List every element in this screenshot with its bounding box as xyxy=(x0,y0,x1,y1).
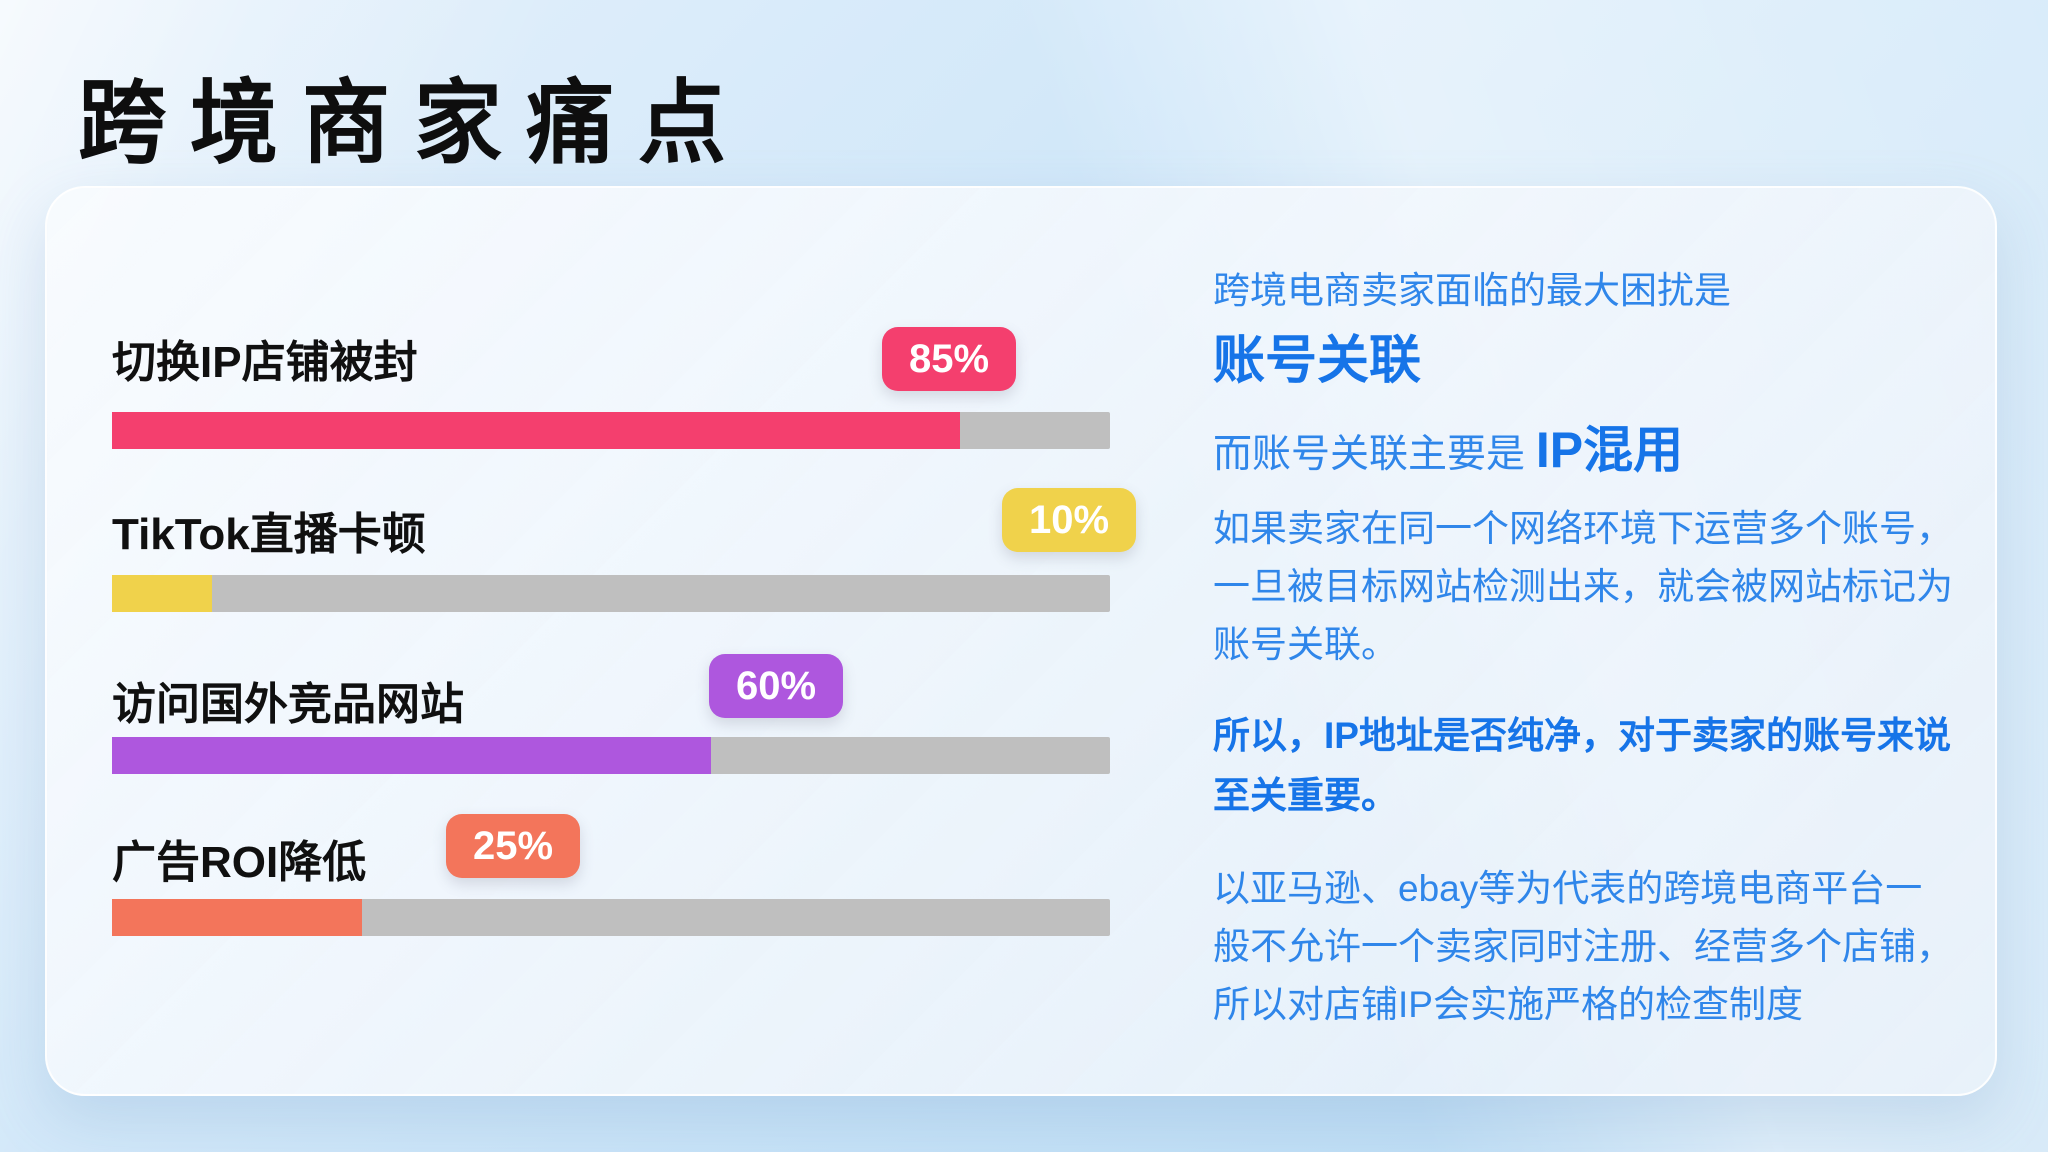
value-badge: 60% xyxy=(709,654,844,718)
bar-track xyxy=(112,737,1110,774)
bar-fill xyxy=(112,575,212,612)
content-card: 切换IP店铺被封 85% TikTok直播卡顿 10% 访问国外竞品网站 60% 广告ROI… xyxy=(45,186,1997,1096)
value-badge: 85% xyxy=(882,327,1017,391)
bar-fill xyxy=(112,737,711,774)
panel-paragraph-2: 所以，IP地址是否纯净，对于卖家的账号来说 至关重要。 xyxy=(1213,715,1951,816)
pain-points-bar-chart: 切换IP店铺被封 85% TikTok直播卡顿 10% 访问国外竞品网站 60% 广告ROI… xyxy=(47,188,1207,1094)
bar-label: 广告ROI降低 xyxy=(112,838,367,887)
page-title: 跨境商家痛点 xyxy=(78,71,751,175)
value-badge: 10% xyxy=(1002,488,1137,552)
value-badge: 25% xyxy=(446,814,581,878)
panel-paragraph-3: 以亚马逊、ebay等为代表的跨境电商平台一 般不允许一个卖家同时注册、经营多个店… xyxy=(1213,868,1953,1025)
panel-headline: 账号关联 xyxy=(1213,332,1422,390)
bar-label: TikTok直播卡顿 xyxy=(112,510,426,559)
panel-intro: 跨境电商卖家面临的最大困扰是 xyxy=(1213,270,1731,311)
subline-prefix: 而账号关联主要是 xyxy=(1213,433,1536,476)
panel-subline: 而账号关联主要是 IP混用 xyxy=(1213,410,1683,482)
bar-track xyxy=(112,899,1110,936)
bar-track xyxy=(112,412,1110,449)
bar-fill xyxy=(112,899,362,936)
bar-label: 访问国外竞品网站 xyxy=(112,680,464,729)
bar-track xyxy=(112,575,1110,612)
subline-highlight: IP混用 xyxy=(1535,422,1684,478)
bar-fill xyxy=(112,412,961,449)
panel-paragraph-1: 如果卖家在同一个网络环境下运营多个账号， 一旦被目标网站检测出来，就会被网站标记… xyxy=(1213,508,1953,665)
bar-label: 切换IP店铺被封 xyxy=(112,338,418,387)
